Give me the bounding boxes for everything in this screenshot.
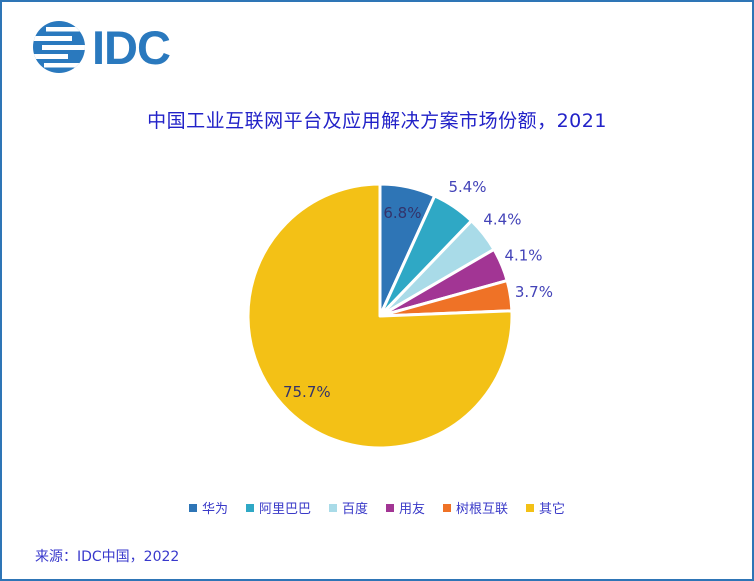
legend-item-用友[interactable]: 用友 [386, 498, 425, 517]
pie-label-阿里巴巴: 5.4% [448, 178, 486, 196]
source-note: 来源：IDC中国，2022 [35, 549, 180, 565]
legend-item-树根互联[interactable]: 树根互联 [443, 498, 508, 517]
legend-label: 树根互联 [456, 502, 509, 517]
legend-label: 华为 [201, 502, 228, 517]
legend-label: 阿里巴巴 [258, 502, 311, 517]
idc-logo: IDC [32, 20, 171, 74]
legend-item-华为[interactable]: 华为 [188, 498, 228, 517]
legend-swatch-icon [328, 503, 337, 512]
pie-label-华为: 6.8% [383, 204, 421, 222]
legend-label: 用友 [399, 502, 426, 517]
legend-label: 百度 [341, 502, 368, 517]
legend-swatch-icon [245, 503, 254, 512]
pie-label-树根互联: 3.7% [515, 283, 553, 301]
idc-logo-text: IDC [92, 20, 171, 74]
pie-label-用友: 4.1% [504, 246, 542, 264]
legend-swatch-icon [443, 503, 452, 512]
legend-swatch-icon [188, 503, 197, 512]
chart-title: 中国工业互联网平台及应用解决方案市场份额，2021 [147, 110, 607, 132]
legend-item-阿里巴巴[interactable]: 阿里巴巴 [245, 498, 311, 517]
pie-slice-其它[interactable] [246, 182, 514, 450]
legend-label: 其它 [539, 502, 566, 517]
legend-swatch-icon [386, 503, 394, 512]
legend-item-百度[interactable]: 百度 [328, 498, 368, 517]
chart-legend: 华为 阿里巴巴 百度 用友 树根互联 其它 [2, 498, 752, 517]
pie-label-其它: 75.7% [283, 383, 331, 401]
idc-globe-icon [33, 21, 85, 73]
legend-item-其它[interactable]: 其它 [526, 498, 565, 517]
legend-swatch-icon [526, 503, 535, 512]
pie-label-百度: 4.4% [483, 211, 521, 229]
